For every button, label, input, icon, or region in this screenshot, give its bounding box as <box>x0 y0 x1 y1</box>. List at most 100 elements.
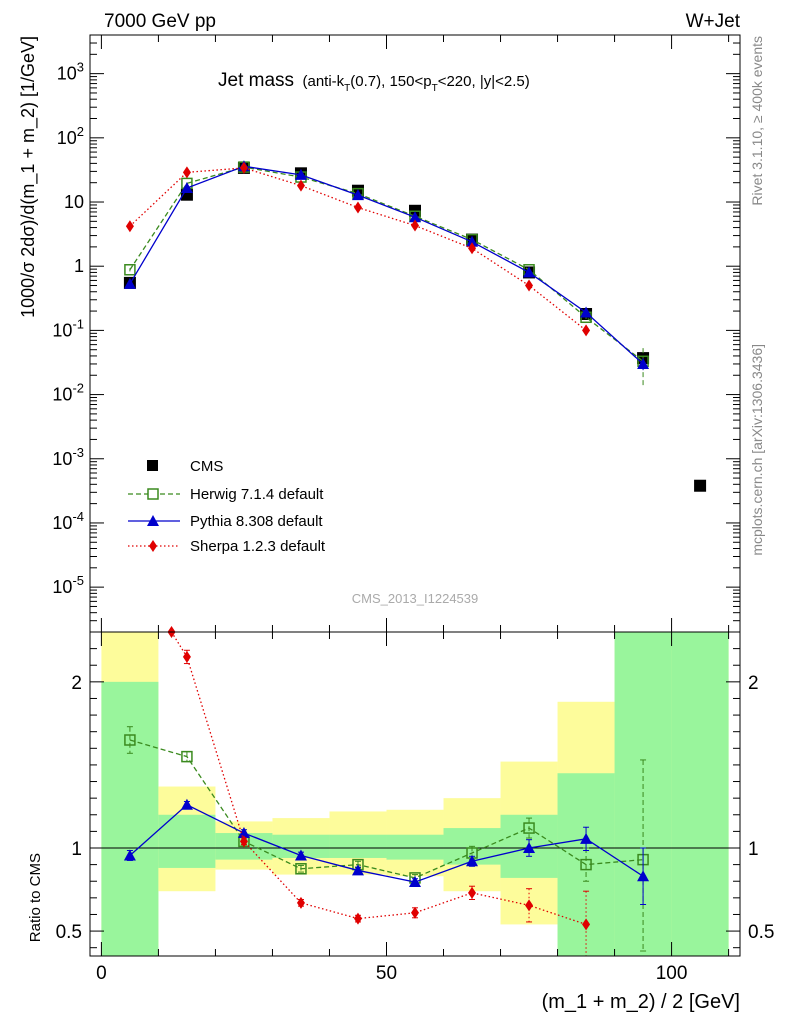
pythia-main-point <box>294 168 307 180</box>
ratio-ytick-label-right: 1 <box>748 839 759 860</box>
header-right: W+Jet <box>686 11 741 32</box>
ratio-ytick-label-right: 0.5 <box>748 922 774 943</box>
legend-herwig-label: Herwig 7.1.4 default <box>190 486 324 503</box>
ratio-panel-frame <box>89 631 741 957</box>
pythia-ratio-point <box>180 798 193 810</box>
sherpa-main-point <box>411 219 419 232</box>
sherpa-ratio-point <box>468 886 477 899</box>
pythia-main-point <box>409 211 421 223</box>
legend: CMS Herwig 7.1.4 default Pythia 8.308 de… <box>128 458 326 555</box>
ratio-ytick-label-left: 1 <box>71 839 82 860</box>
ratio-y-axis-label: Ratio to CMS <box>27 853 44 942</box>
main-ytick-label: 103 <box>57 60 84 84</box>
main-panel-frame <box>89 34 741 633</box>
sherpa-ratio-point <box>353 912 362 925</box>
pythia-main-point <box>180 182 193 194</box>
pythia-ratio-point <box>409 876 421 888</box>
pythia-ratio-point <box>466 855 479 867</box>
ratio-ytick-label-left: 2 <box>71 673 82 694</box>
sherpa-ratio-point <box>525 899 534 912</box>
herwig-ratio-point <box>580 858 592 871</box>
ratio-ytick-label-right: 2 <box>748 673 759 694</box>
herwig-main-line <box>129 166 644 362</box>
pythia-ratio-point <box>123 849 136 861</box>
band-green-10 <box>671 632 729 956</box>
title-sub-a-sub: T <box>344 83 350 94</box>
main-ytick-label: 10-1 <box>52 316 84 340</box>
main-ytick-label: 10-3 <box>52 445 84 469</box>
legend-sherpa-label: Sherpa 1.2.3 default <box>190 538 326 555</box>
sherpa-main-point <box>239 161 248 174</box>
xtick-label: 50 <box>376 963 397 984</box>
main-ytick-label: 10-2 <box>52 381 84 405</box>
legend-cms-marker <box>147 460 158 471</box>
pythia-main-point <box>466 235 479 247</box>
title-sub-c: <220, |y|<2.5) <box>438 73 530 90</box>
pythia-ratio-point <box>351 864 364 876</box>
band-green-1 <box>158 814 216 868</box>
pythia-ratio-point <box>294 849 307 861</box>
band-green-5 <box>386 834 444 860</box>
xtick-label: 0 <box>96 963 107 984</box>
title-sub-b-sub: T <box>432 83 438 94</box>
legend-pythia-label: Pythia 8.308 default <box>190 513 323 530</box>
main-ytick-label: 10-5 <box>52 573 84 597</box>
pythia-main-point <box>580 306 593 318</box>
pythia-main-point <box>123 277 136 289</box>
rivet-label: Rivet 3.1.10, ≥ 400k events <box>749 36 765 206</box>
legend-cms-label: CMS <box>190 458 223 475</box>
sherpa-main-point <box>353 201 362 214</box>
chart-title: Jet mass (anti-kT(0.7), 150<pT<220, |y|<… <box>218 70 530 94</box>
sherpa-main-point <box>582 324 591 337</box>
main-y-axis-label: 1000/σ 2dσ)/d(m_1 + m_2) [1/GeV] <box>18 36 39 318</box>
herwig-ratio-point <box>295 863 307 875</box>
herwig-ratio-point <box>181 750 193 763</box>
sherpa-main-point <box>125 220 134 233</box>
mcplots-label: mcplots.cern.ch [arXiv:1306.3436] <box>749 344 765 556</box>
sherpa-ratio-point <box>411 906 419 919</box>
ratio-ytick-label-left: 0.5 <box>56 922 82 943</box>
main-ytick-label: 10-4 <box>52 509 84 533</box>
sherpa-ratio-point <box>296 896 305 909</box>
main-ytick-label: 10 <box>64 192 84 212</box>
sherpa-main-point <box>468 242 477 255</box>
pythia-main-point <box>351 189 364 201</box>
sherpa-ratio-point <box>582 918 591 931</box>
cms-main-point <box>694 479 707 492</box>
sherpa-main-point <box>296 179 305 192</box>
main-ytick-label: 102 <box>57 124 84 148</box>
pythia-ratio-point <box>523 842 536 853</box>
pythia-ratio-point <box>580 832 593 844</box>
legend-sherpa-marker <box>149 540 157 552</box>
herwig-ratio-line <box>129 739 644 879</box>
data-series <box>123 160 707 956</box>
legend-herwig-marker <box>147 488 159 500</box>
pythia-main-point <box>637 357 650 369</box>
sherpa-main-point <box>182 166 191 179</box>
herwig-main-point <box>124 264 136 276</box>
band-green-4 <box>329 834 387 858</box>
title-sub-b: (0.7), 150<p <box>350 73 431 90</box>
title-sub-a: (anti-k <box>302 73 344 90</box>
band-green-3 <box>272 834 330 858</box>
axes-and-ticks: 10-5 10-4 10-3 10-2 10-1 1 10 102 103 0.5 0.5 1 1 2 2 0… <box>52 34 774 984</box>
analysis-watermark: CMS_2013_I1224539 <box>352 591 479 606</box>
sherpa-ratio-point <box>239 835 248 848</box>
pythia-main-point <box>523 266 536 278</box>
herwig-ratio-point <box>124 734 136 746</box>
pythia-ratio-point <box>637 870 650 882</box>
legend-pythia-marker <box>147 515 159 526</box>
herwig-ratio-point <box>523 822 535 834</box>
title-main: Jet mass <box>218 70 294 91</box>
xtick-label: 100 <box>656 963 688 984</box>
header-left: 7000 GeV pp <box>104 11 216 32</box>
pythia-ratio-line <box>129 804 644 883</box>
sherpa-ratio-point <box>182 650 191 663</box>
band-green-0 <box>101 681 159 956</box>
x-axis-label: (m_1 + m_2) / 2 [GeV] <box>542 991 740 1013</box>
pythia-ratio-point <box>237 827 250 839</box>
pythia-main-line <box>129 165 644 365</box>
main-ytick-label: 1 <box>74 256 84 276</box>
sherpa-main-point <box>525 279 534 292</box>
